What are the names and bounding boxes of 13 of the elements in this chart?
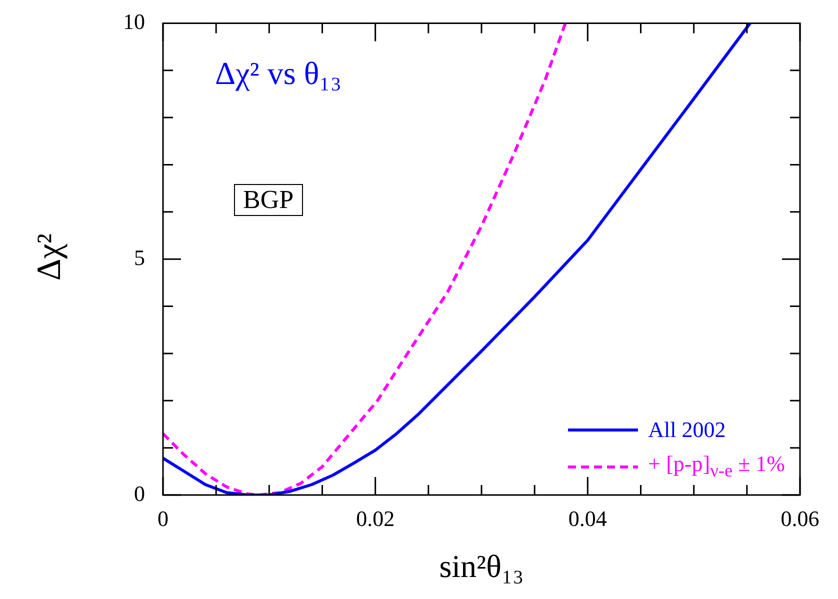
y-tick-label: 5 [134, 244, 145, 270]
x-tick-label: 0.06 [780, 506, 820, 531]
y-tick-label: 0 [134, 480, 145, 506]
x-tick-label: 0.04 [568, 506, 607, 531]
annotation: BGP [234, 184, 303, 216]
x-tick-label: 0 [158, 506, 168, 531]
y-tick-label: 10 [123, 8, 145, 34]
legend-label: All 2002 [648, 416, 726, 444]
text: Δχ² vs θ₁₃ [215, 55, 342, 92]
y-axis-title: Δχ² [31, 232, 69, 283]
x-tick-label: 0.02 [356, 506, 395, 531]
x-axis-title: sin²θ₁₃ [438, 548, 525, 585]
legend-label: + [p-p]$_{ν-e}$ ± 1% [648, 450, 785, 482]
